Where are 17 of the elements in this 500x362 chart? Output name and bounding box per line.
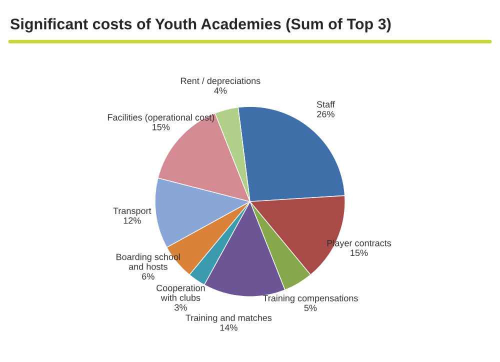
- slice-label: Cooperation with clubs: [156, 284, 205, 301]
- data-label: 15%: [152, 124, 170, 130]
- chart-title: Significant costs of Youth Academies (Sum of Top 3): [10, 18, 391, 32]
- slice-label: Training and matches: [186, 314, 272, 323]
- data-label: 26%: [317, 110, 334, 118]
- data-label: 15%: [350, 250, 368, 256]
- slice-label: Staff: [316, 101, 335, 108]
- data-label: 5%: [304, 304, 317, 312]
- slice-label: Training compensations: [262, 294, 358, 304]
- data-label: 6%: [142, 273, 154, 280]
- data-label: 14%: [220, 324, 238, 331]
- slice-label: Facilities (operational cost): [108, 114, 214, 122]
- slice-label: Transport: [113, 208, 152, 216]
- data-label: 4%: [214, 87, 227, 94]
- data-label: 3%: [174, 304, 187, 311]
- slice-label: Rent / depreciations: [181, 77, 260, 86]
- data-label: 12%: [124, 217, 141, 224]
